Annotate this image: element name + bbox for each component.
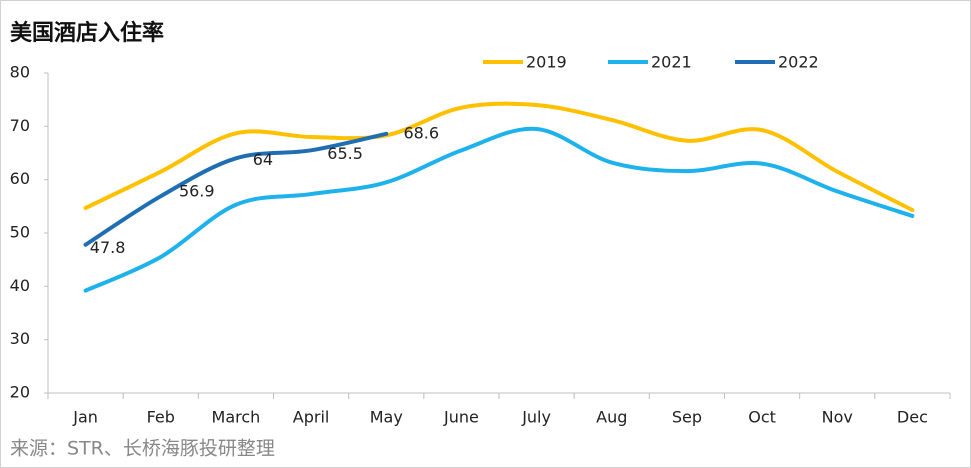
series-line — [83, 131, 389, 247]
x-tick-label: April — [293, 408, 330, 427]
source: 来源：STR、长桥海豚投研整理 — [10, 438, 275, 460]
x-tick-label: Dec — [897, 408, 928, 427]
x-tick-label: Feb — [147, 408, 175, 427]
data-label: 68.6 — [403, 123, 439, 142]
y-tick-label: 20 — [10, 383, 30, 402]
y-tick-label: 60 — [10, 169, 30, 188]
y-tick-label: 80 — [10, 63, 30, 82]
series-line — [83, 101, 915, 213]
y-tick-label: 30 — [10, 329, 30, 348]
x-tick-label: Aug — [596, 408, 627, 427]
x-tick-label: Nov — [822, 408, 853, 427]
x-tick-label: July — [521, 408, 551, 427]
x-tick-label: June — [443, 408, 479, 427]
x-tick-label: Sep — [672, 408, 702, 427]
legend-label: 2021 — [651, 53, 692, 72]
data-label: 56.9 — [179, 182, 215, 201]
data-label: 47.8 — [90, 238, 126, 257]
y-tick-label: 70 — [10, 116, 30, 135]
data-label: 64 — [253, 150, 273, 169]
legend-label: 2019 — [526, 53, 567, 72]
chart-title: 美国酒店入住率 — [10, 20, 164, 46]
y-tick-label: 50 — [10, 223, 30, 242]
data-label: 65.5 — [327, 144, 363, 163]
legend-label: 2022 — [778, 53, 819, 72]
series-line — [83, 126, 915, 293]
x-tick-label: Oct — [748, 408, 776, 427]
y-tick-label: 40 — [10, 276, 30, 295]
x-tick-label: May — [370, 408, 403, 427]
x-tick-label: Jan — [72, 408, 98, 427]
x-tick-label: March — [212, 408, 261, 427]
